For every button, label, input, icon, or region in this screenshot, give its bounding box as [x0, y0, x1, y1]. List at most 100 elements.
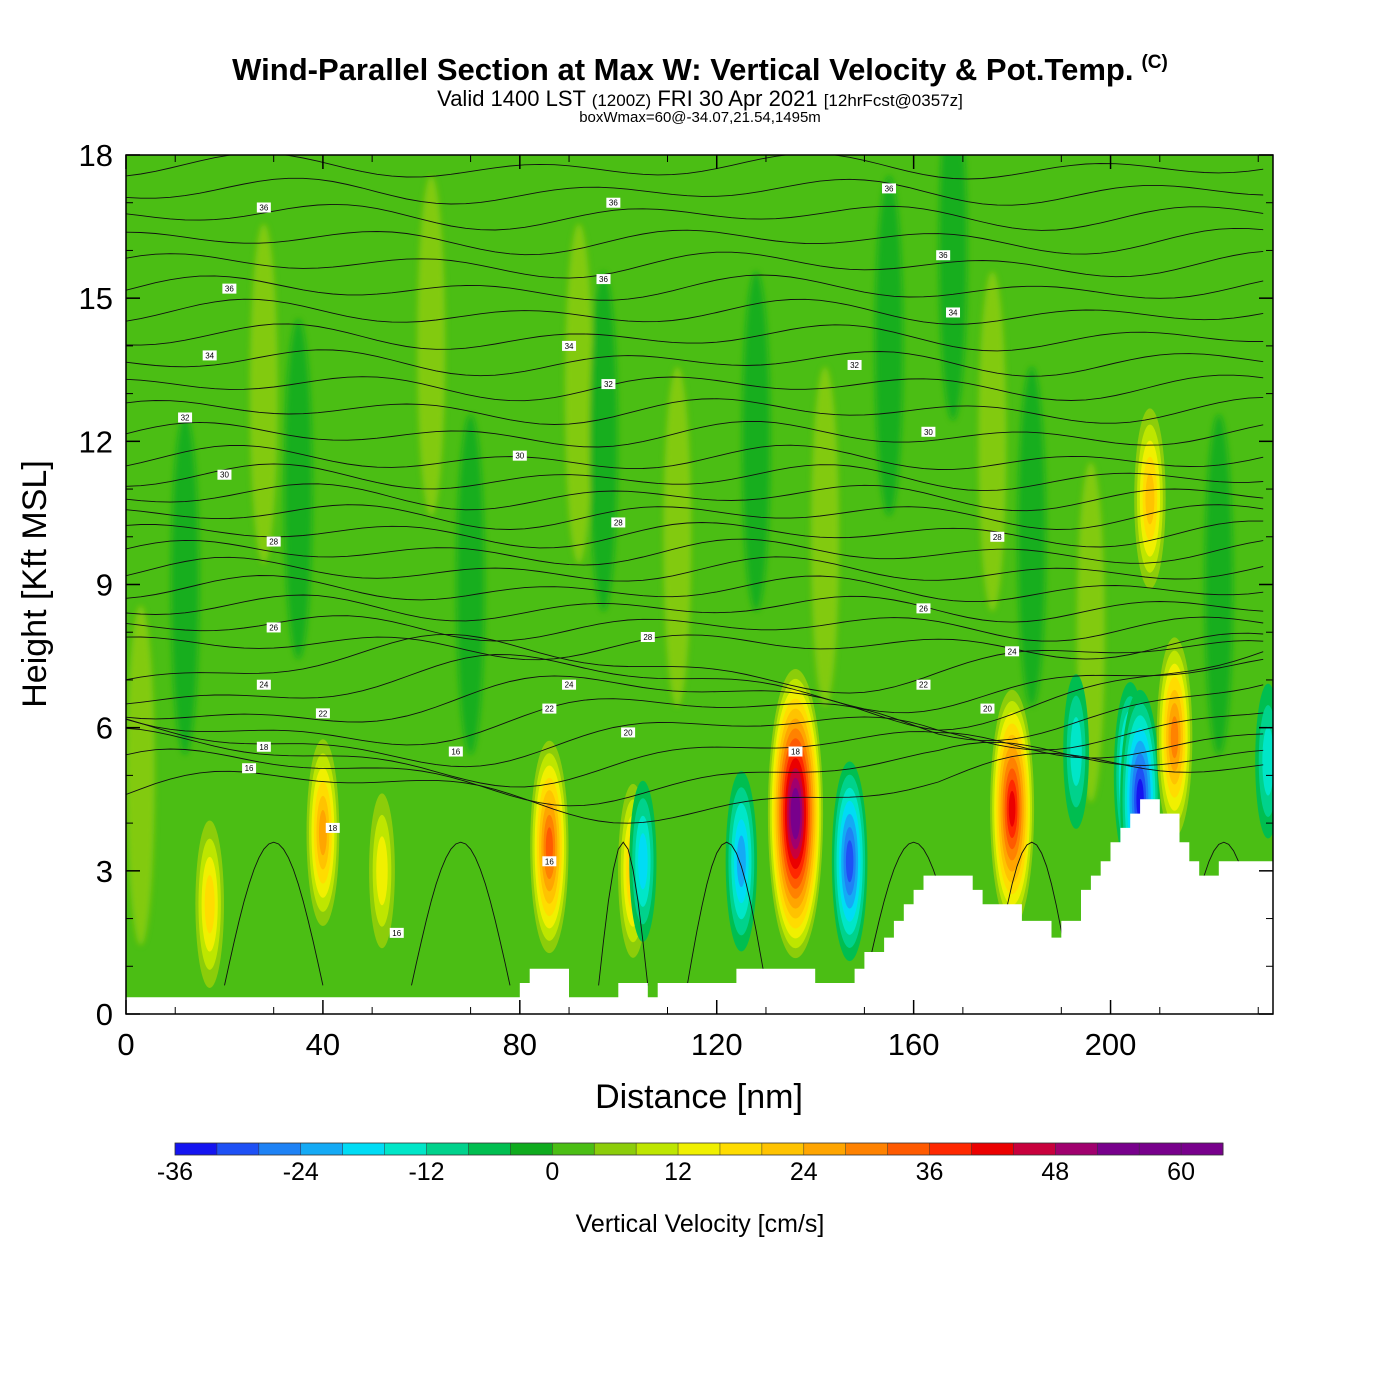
theta-label-bg [325, 822, 340, 833]
theta-label-bg [512, 450, 527, 461]
theta-label-bg [621, 727, 636, 738]
colorbar-bin [719, 1143, 763, 1155]
w-cell [629, 780, 657, 942]
theta-label-bg [936, 250, 951, 261]
theta-label-text: 36 [259, 203, 268, 212]
theta-label-text: 16 [545, 857, 554, 866]
field-streak [811, 366, 840, 707]
colorbar-bin [384, 1143, 428, 1155]
colorbar-tick-label: 12 [664, 1158, 692, 1186]
valid-time: Valid 1400 LST [437, 86, 586, 111]
field-streak [456, 414, 485, 755]
theta-label: 16 [448, 746, 463, 757]
colorbar-bin [845, 1143, 889, 1155]
colorbar-bin [175, 1143, 218, 1155]
theta-label-bg [916, 679, 931, 690]
theta-line [126, 504, 1264, 530]
theta-label-bg [448, 746, 463, 757]
w-cell-level [1170, 716, 1179, 759]
colorbar-bin [1139, 1143, 1182, 1155]
forecast-info: [12hrFcst@0357z] [823, 91, 963, 110]
theta-label: 18 [788, 746, 803, 757]
y-tick-label: 12 [79, 424, 113, 459]
theta-label-text: 30 [515, 452, 524, 461]
vertical-velocity-cells [195, 408, 1273, 989]
theta-line [126, 632, 1264, 661]
theta-label: 32 [847, 359, 862, 370]
terrain-mask [126, 799, 1273, 1014]
theta-label: 18 [256, 741, 271, 752]
theta-label: 22 [542, 703, 557, 714]
colorbar-bin [300, 1143, 344, 1155]
theta-label: 34 [946, 307, 961, 318]
field-streak [663, 366, 692, 707]
theta-label-text: 32 [604, 380, 613, 389]
w-cell [195, 820, 224, 989]
theta-line [126, 575, 1264, 603]
theta-label-text: 16 [451, 748, 460, 757]
theta-label-bg [946, 307, 961, 318]
w-cell-level [318, 810, 327, 856]
theta-line [126, 374, 1264, 402]
colorbar-tick-label: -12 [408, 1158, 444, 1186]
theta-label-text: 34 [565, 342, 574, 351]
theta-label-text: 30 [220, 471, 229, 480]
colorbar-tick-label: 0 [545, 1158, 559, 1186]
field-streak [171, 414, 200, 755]
field-streak [417, 175, 446, 516]
theta-label: 34 [562, 340, 577, 351]
theta-label-text: 34 [949, 308, 958, 317]
theta-isentropes [126, 155, 1264, 824]
theta-line [126, 727, 1264, 788]
theta-line [126, 227, 1264, 256]
theta-line [126, 420, 1264, 448]
theta-label-bg [315, 708, 330, 719]
theta-line [126, 556, 1264, 582]
w-cell [1134, 408, 1166, 589]
theta-label: 22 [315, 708, 330, 719]
plot-area: 16 18 22 24 26 28 30 32 34 36 36 16 22 24 20 28 28 30 32 34… [126, 155, 1273, 1014]
colorbar-bin [342, 1143, 386, 1155]
w-cell-level [1145, 472, 1155, 525]
theta-label-bg [256, 741, 271, 752]
x-tick-label: 120 [691, 1027, 743, 1062]
theta-line [126, 323, 1264, 352]
theta-label-text: 22 [545, 705, 554, 714]
theta-label: 36 [882, 183, 897, 194]
x-tick-label: 40 [306, 1027, 340, 1062]
field-streak [875, 175, 904, 516]
theta-label: 28 [990, 531, 1005, 542]
theta-line [126, 444, 1264, 470]
w-cell-level [638, 833, 648, 890]
theta-label-bg [1005, 646, 1020, 657]
theta-label-text: 24 [259, 681, 268, 690]
field-streak [126, 605, 155, 946]
theta-label: 24 [256, 679, 271, 690]
theta-line [126, 654, 1264, 714]
theta-line [126, 349, 1264, 377]
colorbar-bin [216, 1143, 260, 1155]
theta-line [126, 651, 1264, 731]
y-tick-label: 3 [96, 854, 113, 889]
theta-label-text: 28 [614, 518, 623, 527]
colorbar-tick-label: 24 [790, 1158, 818, 1186]
theta-line [126, 615, 1264, 642]
theta-line [126, 250, 1264, 279]
theta-label-bg [178, 412, 193, 423]
theta-label-text: 20 [983, 705, 992, 714]
colorbar-bin [1097, 1143, 1140, 1155]
theta-line [126, 155, 1264, 180]
x-tick-label: 200 [1085, 1027, 1137, 1062]
theta-label: 28 [611, 517, 626, 528]
w-cell [1156, 637, 1193, 838]
colorbar-bin [1181, 1143, 1224, 1155]
colorbar-bin [552, 1143, 595, 1155]
x-tick-label: 0 [117, 1027, 134, 1062]
theta-label-text: 26 [919, 604, 928, 613]
theta-label-text: 24 [1008, 647, 1017, 656]
theta-label-bg [916, 603, 931, 614]
theta-label-bg [882, 183, 897, 194]
theta-label-text: 18 [259, 743, 268, 752]
theta-label-bg [788, 746, 803, 757]
theta-label-bg [202, 350, 217, 361]
